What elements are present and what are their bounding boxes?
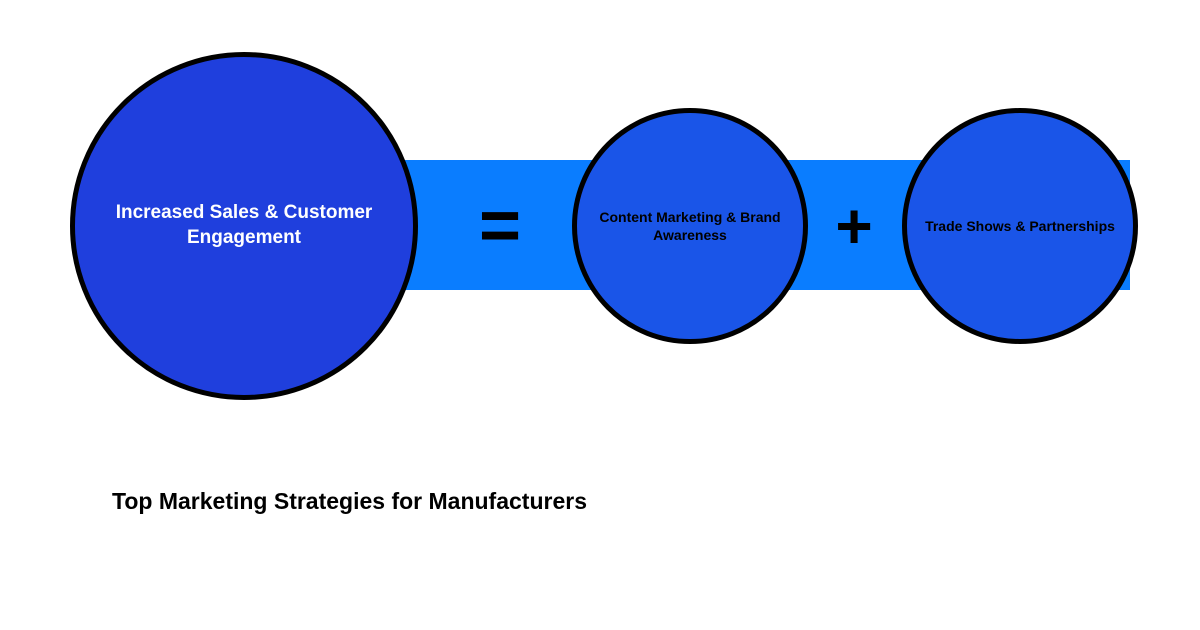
equation-diagram: Increased Sales & Customer Engagement = … xyxy=(0,0,1200,630)
tradeshows-circle: Trade Shows & Partnerships xyxy=(902,108,1138,344)
diagram-caption: Top Marketing Strategies for Manufacture… xyxy=(112,488,587,515)
result-circle: Increased Sales & Customer Engagement xyxy=(70,52,418,400)
content-circle-label: Content Marketing & Brand Awareness xyxy=(577,208,803,244)
content-circle: Content Marketing & Brand Awareness xyxy=(572,108,808,344)
tradeshows-circle-label: Trade Shows & Partnerships xyxy=(911,217,1129,235)
result-circle-label: Increased Sales & Customer Engagement xyxy=(75,201,413,250)
plus-symbol: + xyxy=(835,190,872,262)
plus-operator: + xyxy=(835,194,872,258)
equals-symbol: = xyxy=(479,186,521,266)
equals-operator: = xyxy=(479,190,521,262)
caption-text: Top Marketing Strategies for Manufacture… xyxy=(112,488,587,514)
